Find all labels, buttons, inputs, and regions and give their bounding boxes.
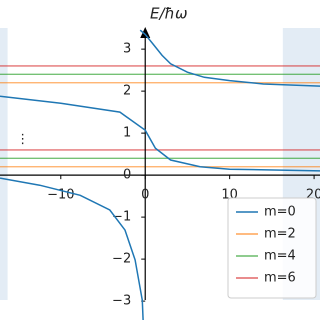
legend-label: m=0 bbox=[264, 205, 296, 220]
y-tick-label: 3 bbox=[123, 42, 131, 57]
y-axis-label: E/ħω bbox=[150, 5, 188, 23]
curve-layer bbox=[0, 29, 320, 320]
legend: m=0 m=2 m=4 m=6 bbox=[227, 197, 317, 299]
shaded-region bbox=[0, 28, 8, 300]
annotation: ⋮ bbox=[16, 132, 29, 147]
legend-box bbox=[227, 197, 317, 299]
y-tick-label: −2 bbox=[112, 252, 131, 267]
curve bbox=[0, 177, 144, 320]
y-axis-arrow bbox=[140, 27, 151, 38]
legend-label: m=4 bbox=[264, 249, 296, 264]
level-layer bbox=[0, 65, 320, 168]
y-tick-label: 0 bbox=[123, 168, 131, 183]
y-tick-label: 1 bbox=[123, 126, 131, 141]
y-tick-label: −3 bbox=[112, 294, 131, 309]
x-tick-label: 0 bbox=[141, 188, 149, 203]
curve bbox=[0, 95, 320, 172]
x-tick-label: −10 bbox=[47, 188, 74, 203]
y-tick-label: −1 bbox=[112, 210, 131, 225]
legend-label: m=6 bbox=[264, 271, 296, 286]
curve bbox=[139, 29, 320, 87]
legend-label: m=2 bbox=[264, 227, 296, 242]
y-tick-label: 2 bbox=[123, 84, 131, 99]
